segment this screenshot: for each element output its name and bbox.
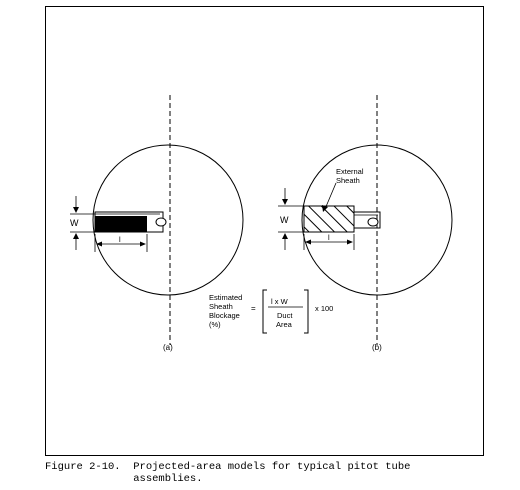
w-arrowhead-top-b [282, 199, 288, 205]
l-arrowhead-right-a [140, 241, 146, 247]
panel-b: External Sheath W l (b) [278, 95, 453, 352]
figure-frame [45, 6, 484, 456]
panel-label-b: (b) [372, 343, 382, 352]
formula-lhs-line4: (%) [209, 320, 221, 329]
panel-a: W l (a) [70, 95, 244, 352]
pitot-diagram: W l (a) External Sheath W [70, 95, 453, 352]
w-arrowhead-bottom-a [73, 233, 79, 239]
formula-lhs-line3: Blockage [209, 311, 240, 320]
sheath-solid-a [95, 216, 147, 232]
probe-tube-b [353, 211, 381, 229]
probe-tip-a [155, 217, 167, 227]
figure-caption: Figure 2-10. Projected-area models for t… [45, 461, 515, 485]
width-symbol-a: W [70, 218, 79, 228]
duct-circle-a [92, 144, 244, 296]
formula-bracket-right [304, 289, 309, 334]
length-symbol-b: l [328, 233, 330, 242]
formula-lhs-line2: Sheath [209, 302, 233, 311]
width-symbol-b: W [280, 215, 289, 225]
formula-numerator: l x W [271, 297, 289, 306]
length-symbol-a: l [119, 235, 121, 244]
w-arrowhead-top-a [73, 207, 79, 213]
sheath-label-line2-b: Sheath [336, 176, 360, 185]
panel-label-a: (a) [163, 343, 173, 352]
caption-line-1: Figure 2-10. Projected-area models for t… [45, 461, 411, 473]
formula-lhs-line1: Estimated [209, 293, 242, 302]
formula-bracket-left [262, 289, 267, 334]
sheath-leader-b [324, 182, 337, 210]
formula-denominator-line1: Duct [277, 311, 293, 320]
formula-equals: = [251, 304, 256, 313]
blockage-formula: Estimated Sheath Blockage (%) = l x W Du… [209, 289, 333, 334]
probe-tip-b [367, 217, 379, 227]
sheath-leader-arrow-b [322, 205, 328, 212]
l-arrowhead-left-b [305, 239, 311, 245]
sheath-label-line1-b: External [336, 167, 364, 176]
l-arrowhead-left-a [96, 241, 102, 247]
caption-line-2: assemblies. [45, 473, 203, 485]
formula-denominator-line2: Area [276, 320, 293, 329]
formula-multiplier: x 100 [315, 304, 333, 313]
l-arrowhead-right-b [347, 239, 353, 245]
sheath-hatched-b [303, 205, 355, 233]
w-arrowhead-bottom-b [282, 233, 288, 239]
